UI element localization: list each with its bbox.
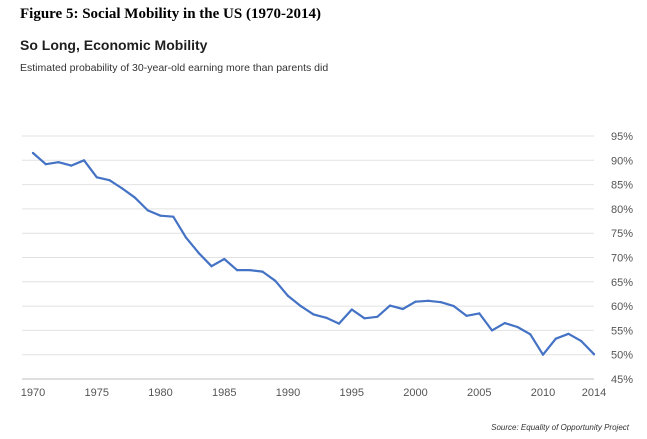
data-point: [414, 300, 417, 303]
chart-title: So Long, Economic Mobility: [20, 37, 208, 53]
data-point: [529, 333, 532, 336]
gridlines: [22, 135, 594, 356]
data-point: [184, 236, 188, 239]
y-tick-label: 70%: [611, 253, 633, 265]
data-point: [439, 301, 443, 304]
data-point: [478, 312, 481, 315]
y-axis-labels: 45% 50% 55% 60% 65% 70% 75% 80% 85% 90% 95%: [611, 131, 633, 386]
data-point: [82, 159, 86, 162]
y-tick-label: 80%: [611, 204, 633, 216]
y-tick-label: 55%: [611, 325, 633, 337]
data-point: [286, 294, 290, 297]
data-point: [121, 187, 124, 190]
data-point: [31, 151, 35, 155]
data-point: [248, 269, 251, 272]
y-tick-label: 50%: [611, 350, 633, 362]
source-note: Source: Equality of Opportunity Project: [491, 423, 629, 432]
x-tick-label: 2010: [531, 387, 555, 399]
y-tick-label: 85%: [611, 180, 633, 192]
chart-subtitle: Estimated probability of 30-year-old ear…: [20, 62, 329, 74]
data-point: [465, 314, 468, 317]
data-point: [554, 337, 557, 340]
data-point: [172, 215, 175, 218]
x-tick-label: 2014: [582, 387, 606, 399]
series-line-0: [31, 151, 596, 356]
y-tick-label: 75%: [611, 228, 633, 240]
data-point: [57, 161, 60, 164]
data-point: [376, 315, 379, 318]
y-tick-label: 95%: [611, 131, 633, 143]
data-point: [452, 305, 455, 308]
data-point: [503, 322, 506, 325]
x-tick-label: 2000: [403, 387, 427, 399]
data-point: [541, 353, 545, 356]
series-group: [31, 151, 596, 356]
x-axis-labels: 1970 1975 1980 1985 1990 1995 2000 2005 2010 2014: [21, 387, 606, 399]
x-tick-label: 1995: [340, 387, 364, 399]
x-tick-label: 1980: [148, 387, 172, 399]
y-tick-label: 90%: [611, 155, 633, 167]
figure-caption: Figure 5: Social Mobility in the US (197…: [20, 6, 321, 22]
data-point: [223, 257, 226, 261]
data-point: [325, 316, 328, 319]
data-point: [299, 305, 302, 308]
x-tick-label: 1975: [85, 387, 109, 399]
data-point: [312, 313, 315, 316]
data-point: [274, 279, 277, 282]
data-point: [133, 196, 137, 199]
x-tick-label: 1990: [276, 387, 300, 399]
y-tick-label: 60%: [611, 301, 633, 313]
data-point: [490, 329, 494, 332]
data-point: [197, 252, 200, 255]
data-point: [337, 322, 341, 325]
y-tick-label: 65%: [611, 277, 633, 289]
data-point: [146, 209, 149, 212]
data-point: [70, 164, 73, 167]
x-tick-label: 1970: [21, 387, 45, 399]
x-tick-label: 1985: [212, 387, 236, 399]
y-tick-label: 45%: [611, 374, 633, 386]
data-point: [261, 270, 264, 273]
data-point: [235, 269, 239, 272]
data-point: [210, 265, 213, 268]
data-point: [95, 176, 98, 179]
data-point: [427, 299, 430, 302]
data-point: [567, 332, 570, 335]
data-point: [388, 304, 392, 307]
data-point: [44, 163, 47, 166]
data-point: [363, 317, 366, 320]
x-tick-label: 2005: [467, 387, 491, 399]
data-point: [350, 308, 353, 311]
data-point: [401, 307, 404, 311]
data-point: [580, 339, 583, 343]
data-point: [159, 214, 162, 217]
data-point: [108, 179, 111, 182]
data-point: [592, 353, 596, 356]
data-point: [516, 325, 519, 329]
